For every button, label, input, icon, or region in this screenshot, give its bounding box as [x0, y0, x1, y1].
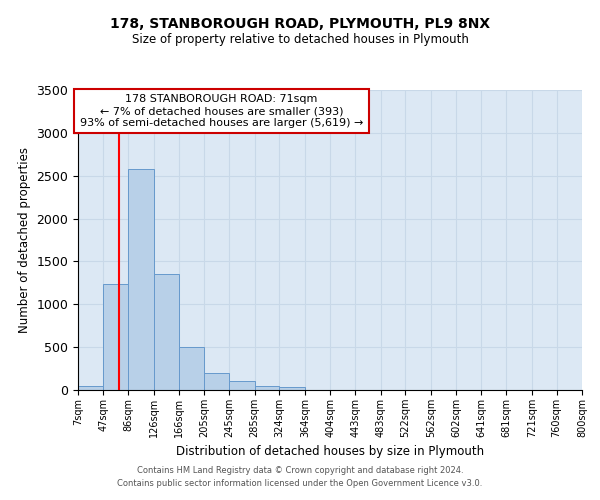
Text: 178 STANBOROUGH ROAD: 71sqm
← 7% of detached houses are smaller (393)
93% of sem: 178 STANBOROUGH ROAD: 71sqm ← 7% of deta… [80, 94, 364, 128]
Bar [78, 386, 103, 390]
Text: 178, STANBOROUGH ROAD, PLYMOUTH, PL9 8NX: 178, STANBOROUGH ROAD, PLYMOUTH, PL9 8NX [110, 18, 490, 32]
Bar [179, 347, 204, 390]
Bar [254, 386, 280, 390]
Bar [204, 373, 229, 390]
X-axis label: Distribution of detached houses by size in Plymouth: Distribution of detached houses by size … [176, 446, 484, 458]
Text: Size of property relative to detached houses in Plymouth: Size of property relative to detached ho… [131, 32, 469, 46]
Bar [103, 284, 128, 390]
Text: Contains HM Land Registry data © Crown copyright and database right 2024.
Contai: Contains HM Land Registry data © Crown c… [118, 466, 482, 487]
Bar [128, 169, 154, 390]
Y-axis label: Number of detached properties: Number of detached properties [18, 147, 31, 333]
Bar [229, 380, 254, 390]
Bar [280, 388, 305, 390]
Bar [154, 274, 179, 390]
